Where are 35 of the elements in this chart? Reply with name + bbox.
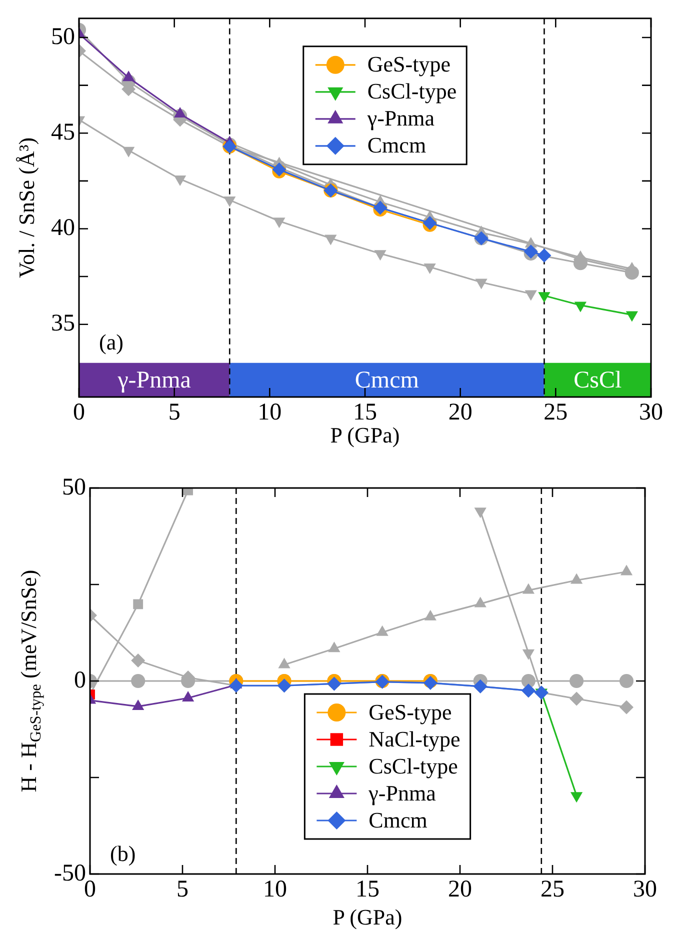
legend-label: CsCl-type [367, 78, 457, 104]
y-tick-label: 40 [51, 215, 75, 242]
x-tick-label: 10 [258, 400, 282, 426]
legend-label: Cmcm [367, 132, 426, 158]
legend-label: GeS-type [367, 52, 450, 77]
y-tick-label: -50 [54, 860, 86, 886]
x-tick-label: 5 [176, 876, 188, 903]
legend-label: GeS-type [368, 699, 452, 724]
x-tick-label: 5 [168, 400, 180, 426]
y-axis-title: Vol. / SnSe (Å³) [14, 137, 39, 278]
x-tick-label: 20 [448, 400, 472, 426]
x-tick-label: 25 [540, 876, 564, 903]
y-tick-label: 50 [62, 474, 86, 500]
y-tick-label: 0 [74, 667, 86, 694]
x-axis-title: P (GPa) [332, 904, 402, 930]
annotation: (a) [99, 330, 124, 355]
y-tick-label: 50 [51, 24, 75, 50]
band-label: γ-Pnma [116, 367, 192, 394]
y-tick-label: 45 [51, 119, 75, 146]
x-tick-label: 30 [639, 400, 663, 426]
band-label: Cmcm [354, 367, 420, 394]
legend-label: CsCl-type [368, 753, 458, 778]
legend-label: NaCl-type [368, 726, 460, 752]
y-tick-label: 35 [51, 310, 75, 337]
x-tick-label: 15 [356, 876, 380, 903]
legend-label: Cmcm [368, 807, 428, 832]
y-axis-title: H - HGeS-type (meV/SnSe) [16, 570, 45, 792]
annotation: (b) [110, 840, 136, 866]
x-tick-label: 25 [544, 400, 568, 426]
x-tick-label: 30 [633, 876, 657, 903]
x-tick-label: 20 [448, 876, 472, 903]
legend-label: γ-Pnma [366, 106, 435, 131]
band-label: CsCl [574, 367, 622, 394]
x-tick-label: 10 [263, 876, 287, 903]
legend-label: γ-Pnma [368, 780, 436, 806]
